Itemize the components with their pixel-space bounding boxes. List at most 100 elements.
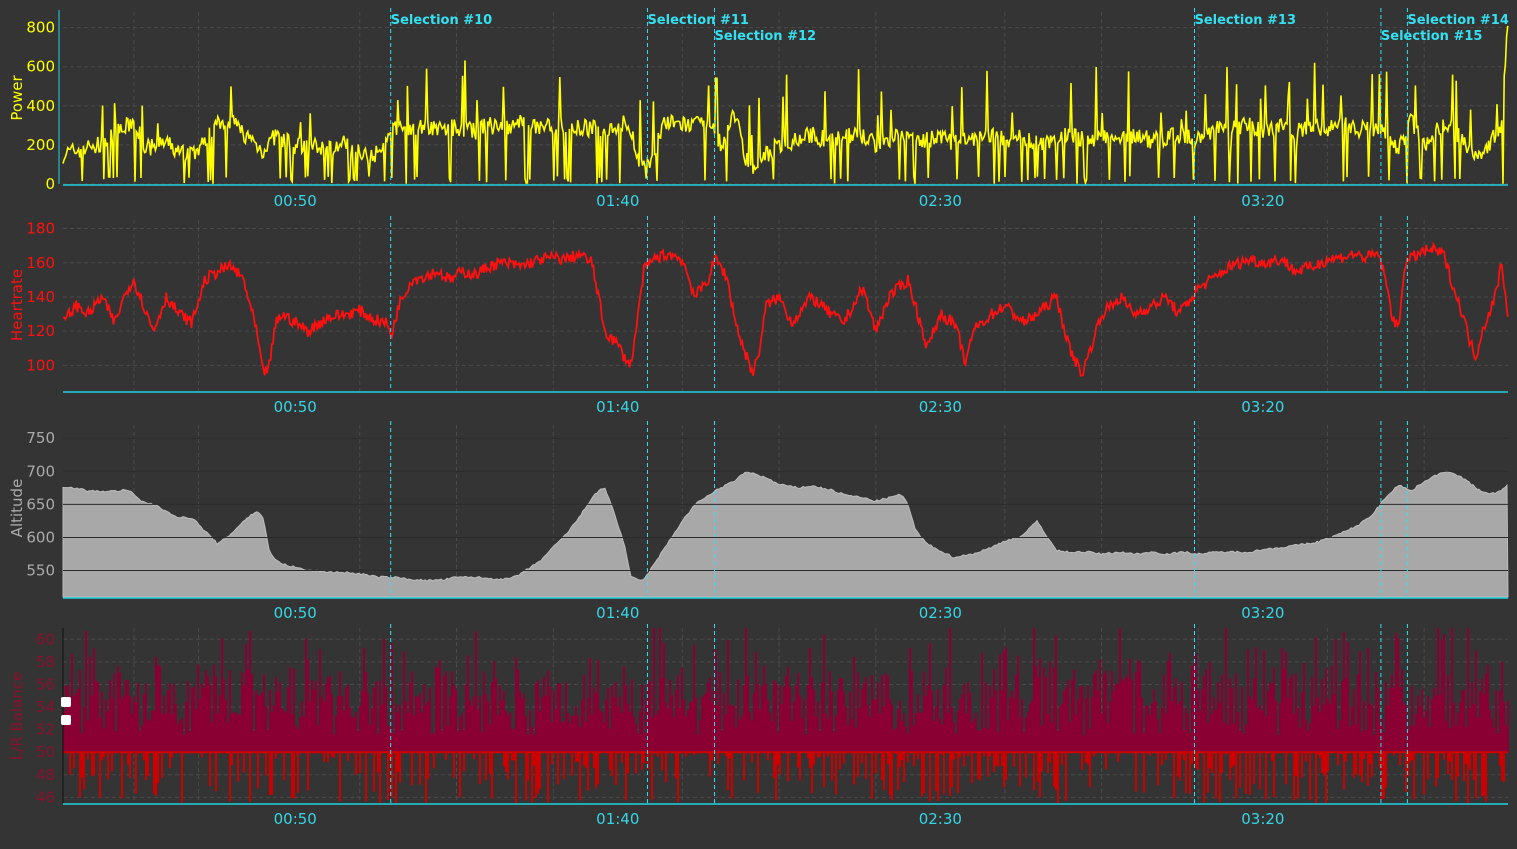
balance-bar-upper <box>709 678 711 752</box>
balance-bar-lower <box>101 752 103 760</box>
balance-bar-lower <box>307 752 309 790</box>
balance-bar-upper <box>753 693 755 752</box>
balance-bar-lower <box>577 752 579 761</box>
balance-bar-upper <box>401 731 403 753</box>
balance-bar-upper <box>361 691 363 753</box>
balance-bar-upper <box>1421 689 1423 752</box>
balance-bar-lower <box>1285 752 1287 784</box>
balance-bar-lower <box>1239 752 1241 787</box>
balance-bar-upper <box>635 724 637 752</box>
balance-bar-lower <box>1305 752 1307 761</box>
balance-bar-upper <box>699 720 701 752</box>
balance-bar-lower <box>243 752 245 772</box>
balance-bar-upper <box>715 649 717 752</box>
balance-bar-upper <box>761 686 763 752</box>
balance-bar-upper <box>213 665 215 752</box>
balance-bar-upper <box>891 704 893 752</box>
balance-bar-upper <box>1353 689 1355 752</box>
balance-bar-lower <box>929 752 931 801</box>
balance-bar-upper <box>1067 680 1069 752</box>
balance-bar-upper <box>349 707 351 752</box>
balance-bar-upper <box>337 696 339 752</box>
balance-bar-upper <box>939 719 941 752</box>
balance-bar-upper <box>875 699 877 752</box>
balance-bar-upper <box>85 631 87 752</box>
balance-bar-upper <box>1185 708 1187 753</box>
balance-bar-upper <box>527 734 529 752</box>
balance-bar-upper <box>1135 672 1137 752</box>
balance-bar-lower <box>297 752 299 792</box>
balance-bar-upper <box>139 731 141 753</box>
balance-bar-upper <box>1187 713 1189 752</box>
balance-bar-lower <box>887 752 889 764</box>
balance-bar-upper <box>931 691 933 753</box>
balance-bar-upper <box>707 682 709 752</box>
balance-bar-upper <box>1029 703 1031 752</box>
balance-bar-upper <box>609 729 611 752</box>
balance-bar-upper <box>1271 684 1273 752</box>
series-toggle-checkbox[interactable] <box>61 715 71 725</box>
balance-bar-upper <box>79 670 81 752</box>
balance-bar-upper <box>395 704 397 752</box>
balance-bar-upper <box>1039 658 1041 752</box>
balance-bar-upper <box>465 685 467 752</box>
balance-bar-upper <box>1205 670 1207 752</box>
balance-bar-upper <box>799 695 801 752</box>
balance-bar-upper <box>735 727 737 752</box>
balance-bar-upper <box>1319 712 1321 752</box>
balance-bar-upper <box>1427 696 1429 752</box>
x-tick-label: 03:20 <box>1241 192 1284 210</box>
balance-bar-upper <box>383 639 385 752</box>
series-toggle-checkbox[interactable] <box>61 697 71 707</box>
balance-bar-upper <box>1053 668 1055 752</box>
balance-bar-upper <box>775 683 777 752</box>
balance-bar-upper <box>1501 662 1503 752</box>
balance-bar-upper <box>1451 628 1453 752</box>
balance-bar-upper <box>821 683 823 753</box>
balance-bar-upper <box>995 690 997 752</box>
balance-bar-lower <box>811 752 813 793</box>
balance-bar-upper <box>125 680 127 752</box>
balance-bar-upper <box>723 693 725 752</box>
balance-bar-upper <box>937 689 939 752</box>
balance-bar-upper <box>977 730 979 752</box>
balance-bar-upper <box>503 691 505 752</box>
balance-bar-upper <box>1431 699 1433 752</box>
balance-bar-upper <box>403 652 405 753</box>
balance-bar-upper <box>1359 651 1361 752</box>
balance-bar-upper <box>267 730 269 753</box>
balance-bar-upper <box>163 696 165 753</box>
balance-bar-lower <box>535 752 537 798</box>
balance-bar-upper <box>341 696 343 752</box>
balance-bar-upper <box>877 682 879 752</box>
balance-bar-upper <box>909 648 911 752</box>
balance-bar-upper <box>943 685 945 752</box>
y-tick-label: 650 <box>26 495 55 513</box>
balance-bar-upper <box>75 693 77 752</box>
balance-bar-upper <box>1383 733 1385 752</box>
balance-bar-upper <box>789 687 791 753</box>
balance-bar-upper <box>1167 661 1169 752</box>
balance-bar-lower <box>1197 752 1199 770</box>
y-tick-label: 200 <box>26 136 55 154</box>
balance-bar-lower <box>709 752 711 776</box>
balance-bar-lower <box>249 752 251 801</box>
balance-bar-upper <box>933 721 935 752</box>
balance-bar-upper <box>1471 682 1473 752</box>
balance-bar-upper <box>689 703 691 752</box>
balance-bar-lower <box>1467 752 1469 803</box>
balance-bar-upper <box>297 729 299 752</box>
y-tick-label: 550 <box>26 562 55 580</box>
balance-bar-upper <box>103 728 105 752</box>
balance-bar-upper <box>973 719 975 752</box>
balance-bar-upper <box>1425 711 1427 752</box>
balance-bar-upper <box>1101 713 1103 752</box>
balance-bar-upper <box>113 673 115 752</box>
x-tick-label: 00:50 <box>274 192 317 210</box>
x-tick-label: 01:40 <box>596 192 639 210</box>
balance-bar-upper <box>1103 674 1105 752</box>
x-tick-label: 02:30 <box>919 398 962 416</box>
balance-bar-lower <box>857 752 859 777</box>
balance-bar-upper <box>1157 719 1159 752</box>
